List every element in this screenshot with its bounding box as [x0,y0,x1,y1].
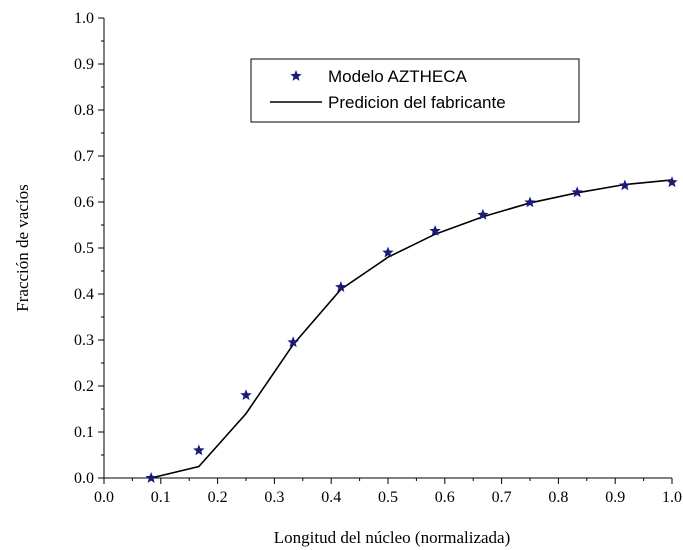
y-tick-label: 0.9 [74,56,94,73]
data-point-star-icon [145,472,157,483]
x-tick-label: 1.0 [662,489,682,506]
x-tick-label: 0.8 [548,489,568,506]
y-tick-label: 0.4 [74,286,94,303]
y-tick-label: 0.0 [74,470,94,487]
x-tick-label: 0.9 [605,489,625,506]
data-point-star-icon [571,186,583,198]
legend: Modelo AZTHECA Predicion del fabricante [250,58,580,123]
plot-area [145,176,678,483]
y-tick-label: 0.3 [74,332,94,349]
y-axis-ticks: 0.0 0.1 0.2 0.3 0.4 0.5 0.6 0.7 0.8 0.9 1.0 [74,10,104,487]
x-tick-label: 0.5 [378,489,398,506]
x-tick-label: 0.3 [264,489,284,506]
y-tick-label: 0.6 [74,194,94,211]
y-tick-label: 0.7 [74,148,94,165]
x-tick-label: 0.1 [151,489,171,506]
data-point-star-icon [524,196,536,208]
x-tick-label: 0.0 [94,489,114,506]
data-point-star-icon [619,179,631,191]
legend-label: Predicion del fabricante [328,93,506,112]
data-point-star-icon [666,176,678,188]
y-tick-label: 0.2 [74,378,94,395]
y-tick-label: 0.1 [74,424,94,441]
series-line-predicion-fabricante [150,179,673,479]
y-tick-label: 0.8 [74,102,94,119]
x-tick-label: 0.2 [208,489,228,506]
y-tick-label: 1.0 [74,10,94,27]
legend-label: Modelo AZTHECA [328,67,468,86]
x-axis-ticks: 0.0 0.1 0.2 0.3 0.4 0.5 0.6 0.7 0.8 0.9 1.0 [94,478,682,506]
y-tick-label: 0.5 [74,240,94,257]
x-tick-label: 0.7 [492,489,512,506]
x-tick-label: 0.4 [321,489,341,506]
data-point-star-icon [477,208,489,220]
data-point-star-icon [240,389,252,401]
x-axis-title: Longitud del núcleo (normalizada) [274,528,511,547]
data-point-star-icon [429,224,441,236]
data-point-star-icon [193,444,205,456]
data-point-star-icon [382,246,394,258]
data-point-star-icon [335,281,347,292]
legend-star-icon [290,70,302,81]
y-axis-title: Fracción de vacíos [13,184,32,311]
x-tick-label: 0.6 [435,489,455,506]
legend-box [250,58,580,123]
data-point-star-icon [287,336,299,348]
